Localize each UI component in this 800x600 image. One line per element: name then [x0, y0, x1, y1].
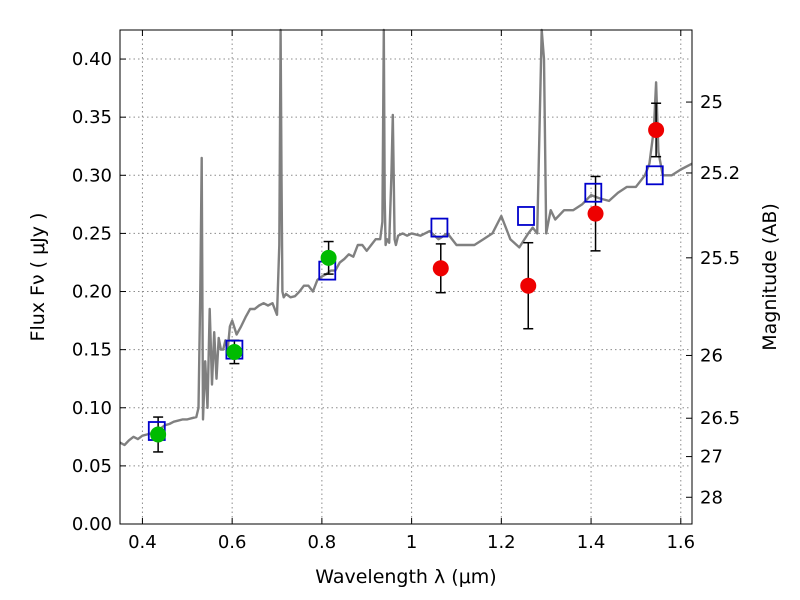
- y-tick-label: 0.25: [72, 223, 112, 244]
- green-data-point: [320, 249, 337, 266]
- y-tick-label: 0.10: [72, 398, 112, 419]
- y2-tick-label: 25.2: [700, 163, 740, 184]
- x-tick-label: 0.8: [308, 532, 337, 553]
- x-tick-label: 1.4: [577, 532, 606, 553]
- model-point-square: [645, 165, 664, 186]
- y2-tick-label: 25: [700, 92, 723, 113]
- red-data-point: [587, 205, 604, 222]
- green-data-point: [150, 426, 167, 443]
- red-data-point: [520, 277, 537, 294]
- y2-tick-label: 26: [700, 345, 723, 366]
- x-tick-label: 1.2: [487, 532, 516, 553]
- model-point-square: [517, 206, 535, 226]
- observed-point-layer: [150, 121, 665, 443]
- errorbar-layer: [153, 102, 662, 453]
- spectrum-line: [119, 28, 693, 447]
- y2-tick-label: 26.5: [700, 408, 740, 429]
- y-tick-label: 0.30: [72, 165, 112, 186]
- model-point-layer: [147, 165, 664, 441]
- y-tick-label: 0.15: [72, 340, 112, 361]
- plot-frame: [119, 29, 693, 525]
- y-axis-label: Flux Fν ( μJy ): [27, 213, 49, 342]
- x-tick-label: 0.6: [218, 532, 247, 553]
- y2-axis-label: Magnitude (AB): [759, 203, 781, 351]
- y2-tick-label: 25.5: [700, 248, 740, 269]
- grid: [120, 30, 692, 525]
- red-data-point: [432, 260, 449, 277]
- y2-tick-label: 28: [700, 487, 723, 508]
- x-tick-label: 0.4: [128, 532, 157, 553]
- x-tick-label: 1.6: [666, 532, 695, 553]
- ticks: 0.4 0.6 0.8 1 1.2 1.4 1.6 0.00 0.05 0.10 0.15 0.20 0…: [72, 30, 740, 553]
- y-tick-label: 0.05: [72, 456, 112, 477]
- y-tick-label: 0.00: [72, 514, 112, 535]
- spectrum-layer: [119, 28, 693, 447]
- green-data-point: [226, 343, 243, 360]
- red-data-point: [648, 121, 665, 138]
- y-tick-label: 0.20: [72, 282, 112, 303]
- y2-tick-label: 27: [700, 447, 723, 468]
- y-tick-label: 0.35: [72, 107, 112, 128]
- x-axis-label: Wavelength λ (μm): [315, 566, 496, 588]
- x-tick-label: 1: [406, 532, 417, 553]
- y-tick-label: 0.40: [72, 49, 112, 70]
- model-point-square: [430, 217, 449, 238]
- model-point-square: [584, 182, 603, 203]
